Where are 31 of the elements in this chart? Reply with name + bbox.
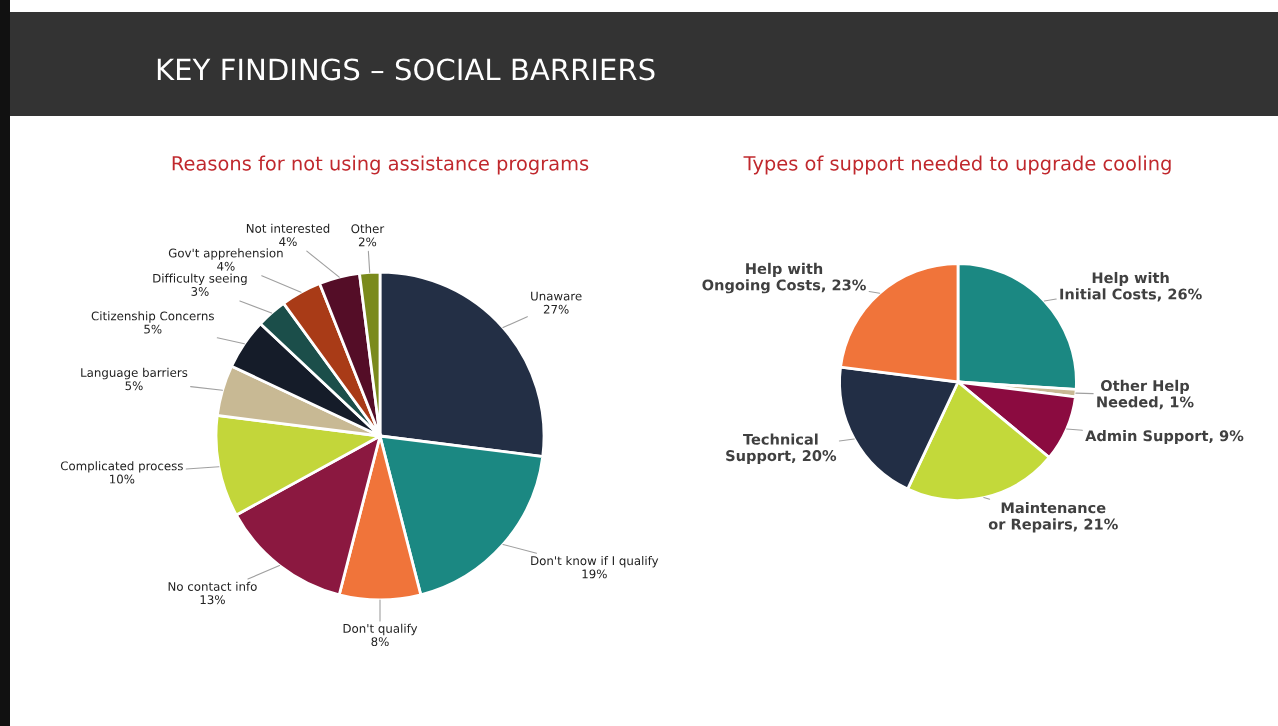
slice-label: Other: [351, 223, 385, 234]
data-label: 19%: [582, 569, 607, 579]
slice-label: Other Help Needed, 1%: [1097, 379, 1194, 410]
slice-label: Don't know if I qualify: [531, 555, 659, 568]
slice-label: Citizenship Concerns: [91, 311, 214, 323]
slice-label: Technical Support, 20%: [726, 433, 837, 464]
slice-label: No contact info: [168, 581, 257, 591]
text: KEY FINDINGS – SOCIAL BARRIERS: [157, 58, 655, 81]
data-label: 2%: [358, 237, 377, 247]
data-label: 4%: [279, 237, 297, 247]
data-label: 10%: [110, 474, 135, 484]
data-label: 5%: [125, 381, 143, 391]
slice-label: Admin Support, 9%: [1085, 429, 1244, 445]
data-label: 13%: [200, 595, 225, 605]
slice-label: Don't qualify: [343, 623, 418, 636]
slice-label: Help with Ongoing Costs, 23%: [702, 262, 866, 294]
data-label: 5%: [144, 324, 162, 334]
chart-title: Types of support needed to upgrade cooling: [743, 155, 1171, 175]
data-label: 4%: [217, 261, 235, 271]
chart-title: Reasons for not using assistance programs: [172, 155, 589, 175]
slice-label: Language barriers: [81, 367, 188, 380]
slice-label: Maintenance or Repairs, 21%: [988, 501, 1118, 533]
slice-label: Complicated process: [60, 461, 183, 473]
slice-label: Unaware: [531, 291, 582, 301]
data-label: 3%: [191, 287, 209, 296]
data-label: 8%: [371, 637, 389, 647]
slice-label: Not interested: [246, 223, 330, 233]
slice-label: Gov't apprehension: [168, 248, 283, 260]
data-label: 27%: [543, 304, 569, 314]
slice-label: Help with Initial Costs, 26%: [1060, 271, 1202, 302]
slice-label: Difficulty seeing: [153, 273, 247, 286]
